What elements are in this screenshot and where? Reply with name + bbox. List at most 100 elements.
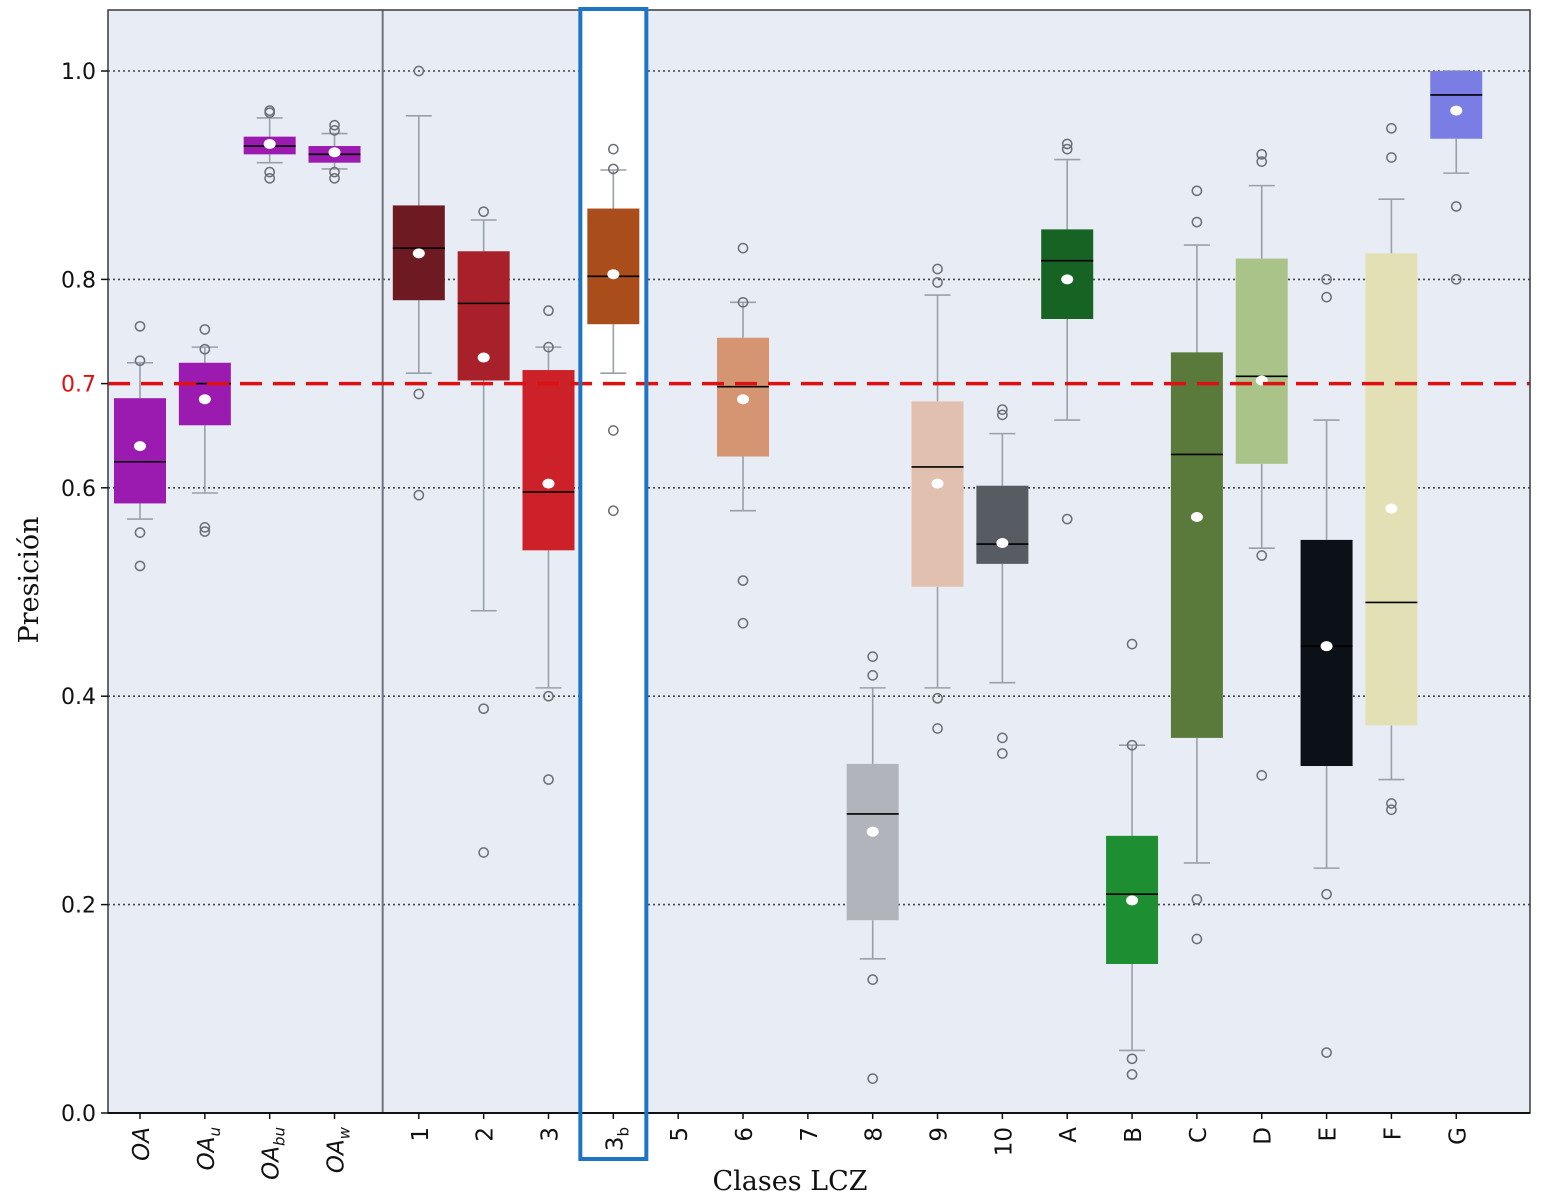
xtick-label-9: 9 (927, 1127, 953, 1142)
outlier-9-3 (932, 723, 943, 734)
mean-C (1190, 511, 1203, 522)
outlier-OA-1 (134, 355, 146, 367)
outlier-2-1 (478, 703, 490, 715)
outlier-3-1 (543, 341, 554, 353)
outlier-OAw-0 (329, 119, 340, 131)
xtick-label-E: E (1316, 1127, 1342, 1142)
outlier-6-1 (737, 296, 749, 308)
iqr-box-8 (846, 763, 899, 921)
xtick-label-OAw: OAw (324, 1126, 354, 1173)
mean-A (1061, 274, 1074, 285)
outlier-2-0 (478, 206, 490, 218)
box-OA (114, 320, 166, 572)
outlier-B-2 (1126, 1053, 1138, 1065)
mean-OAw (328, 147, 341, 158)
outlier-3b-1 (607, 163, 619, 175)
box-3 (522, 305, 575, 785)
outlier-OAbu-1 (264, 107, 276, 119)
iqr-box-E (1300, 539, 1353, 767)
outlier-3b-3 (607, 505, 619, 517)
mean-OA (134, 441, 146, 452)
mean-3 (542, 478, 555, 489)
iqr-box-3b (587, 208, 640, 325)
outlier-10-2 (997, 732, 1008, 744)
box-A (1041, 138, 1094, 525)
xtick-label-2: 2 (473, 1127, 499, 1142)
outlier-B-0 (1126, 638, 1138, 650)
box-D (1235, 149, 1288, 781)
box-F (1365, 122, 1418, 816)
box-G (1430, 70, 1483, 285)
box-OAu (178, 324, 231, 537)
outlier-E-1 (1321, 291, 1332, 303)
ytick-label-0.2: 0.2 (61, 894, 96, 919)
outlier-6-3 (737, 617, 749, 629)
outlier-A-2 (1061, 513, 1073, 525)
outlier-D-0 (1256, 149, 1268, 160)
outlier-OAw-3 (329, 172, 340, 184)
box-C (1170, 185, 1223, 945)
outlier-B-1 (1126, 739, 1138, 751)
outlier-6-2 (737, 575, 749, 586)
box-6 (717, 242, 770, 629)
xtick-label-OA: OA (129, 1127, 155, 1161)
mean-G (1450, 105, 1463, 116)
box-8 (846, 651, 899, 1084)
outlier-B-3 (1126, 1069, 1138, 1080)
xtick-label-A: A (1056, 1127, 1082, 1143)
outlier-3-2 (543, 690, 554, 702)
outlier-C-0 (1191, 185, 1203, 197)
xtick-label-7: 7 (797, 1127, 823, 1142)
mean-F (1385, 503, 1398, 514)
box-OAw (308, 119, 361, 184)
ytick-label-0.4: 0.4 (61, 685, 96, 710)
outlier-1-2 (413, 489, 425, 501)
outlier-OAw-1 (329, 125, 340, 136)
iqr-box-9 (911, 401, 964, 587)
outlier-OAu-3 (199, 526, 211, 537)
xtick-label-OAu: OAu (194, 1127, 224, 1170)
outlier-6-0 (737, 242, 749, 254)
outlier-2-2 (478, 847, 490, 858)
xtick-label-G: G (1445, 1127, 1471, 1145)
outlier-10-1 (997, 409, 1008, 421)
xtick-label-6: 6 (732, 1127, 758, 1142)
outlier-C-3 (1191, 933, 1203, 945)
iqr-box-G (1430, 71, 1483, 139)
outlier-OAw-2 (329, 166, 340, 178)
xtick-label-3: 3 (537, 1127, 563, 1142)
y-axis-title: Presición (14, 517, 45, 644)
outlier-1-0 (413, 65, 425, 77)
outlier-OAu-2 (199, 522, 211, 533)
outlier-10-0 (997, 404, 1008, 415)
outlier-1-1 (413, 388, 425, 400)
outlier-E-3 (1321, 1047, 1332, 1058)
x-axis-title: Clases LCZ (712, 1166, 867, 1197)
outlier-D-1 (1256, 156, 1268, 168)
outlier-C-1 (1191, 216, 1203, 228)
xtick-label-B: B (1121, 1127, 1147, 1143)
outlier-8-1 (867, 670, 879, 681)
outlier-OA-0 (134, 320, 146, 332)
xtick-label-OAbu: OAbu (259, 1127, 289, 1180)
xtick-label-10: 10 (991, 1127, 1017, 1156)
outlier-10-3 (997, 748, 1008, 759)
outlier-OAbu-3 (264, 172, 276, 184)
box-E (1300, 274, 1353, 1058)
box-10 (976, 404, 1029, 759)
outlier-F-1 (1386, 152, 1397, 163)
mean-OAu (198, 394, 211, 405)
outlier-G-0 (1450, 201, 1462, 212)
xtick-label-C: C (1186, 1127, 1212, 1143)
outlier-3b-2 (607, 425, 619, 436)
plot-area (108, 10, 1530, 1113)
iqr-box-OAu (178, 362, 231, 426)
outlier-3b-0 (607, 143, 619, 155)
highlight-outline (578, 7, 649, 1161)
iqr-box-A (1041, 229, 1094, 319)
ytick-label-0.0: 0.0 (61, 1102, 96, 1127)
mean-OAbu (263, 138, 276, 149)
mean-6 (737, 394, 750, 405)
box-3b (587, 143, 640, 517)
